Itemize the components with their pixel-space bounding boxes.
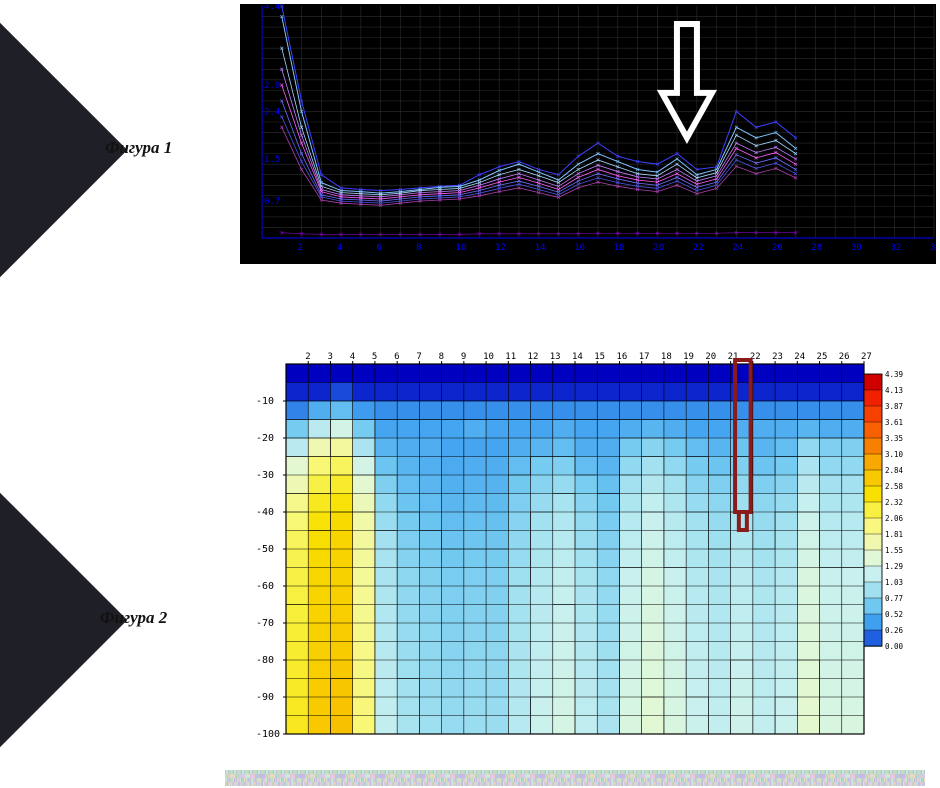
svg-text:22: 22 <box>693 243 704 253</box>
svg-text:1.5: 1.5 <box>264 155 280 165</box>
svg-text:3.35: 3.35 <box>885 434 903 443</box>
svg-text:24: 24 <box>732 243 743 253</box>
svg-text:18: 18 <box>661 352 672 362</box>
svg-text:13: 13 <box>550 352 561 362</box>
svg-text:20: 20 <box>705 352 716 362</box>
svg-text:3.87: 3.87 <box>885 402 903 411</box>
svg-text:10: 10 <box>456 243 467 253</box>
svg-text:17: 17 <box>639 352 650 362</box>
svg-text:26: 26 <box>839 352 850 362</box>
svg-text:24: 24 <box>794 352 805 362</box>
svg-text:0.26: 0.26 <box>885 626 904 635</box>
svg-text:-40: -40 <box>256 507 274 518</box>
svg-text:2.58: 2.58 <box>885 482 904 491</box>
svg-text:0.77: 0.77 <box>885 594 903 603</box>
svg-text:26: 26 <box>772 243 783 253</box>
svg-text:8: 8 <box>416 243 421 253</box>
svg-text:0.00: 0.00 <box>885 642 904 650</box>
svg-text:28: 28 <box>811 243 822 253</box>
svg-text:-90: -90 <box>256 692 274 703</box>
svg-text:0.52: 0.52 <box>885 610 903 619</box>
svg-text:8: 8 <box>439 352 444 362</box>
svg-text:-70: -70 <box>256 618 274 629</box>
svg-text:2: 2 <box>305 352 310 362</box>
svg-text:6: 6 <box>377 243 382 253</box>
colorbar-svg: 4.39 4.13 3.87 3.61 3.35 3.10 2.84 2.58 2.32 2.06… <box>864 370 924 650</box>
svg-text:16: 16 <box>574 243 585 253</box>
page: { "layout": { "arrow1": {"top": 60}, "ar… <box>0 0 940 788</box>
svg-text:-60: -60 <box>256 581 274 592</box>
svg-text:-20: -20 <box>256 433 274 444</box>
svg-text:1.81: 1.81 <box>885 530 903 539</box>
line-chart: 0.71.52.42.94.42468101214161820222426283… <box>240 4 936 264</box>
svg-text:11: 11 <box>505 352 516 362</box>
svg-text:12: 12 <box>528 352 539 362</box>
svg-text:27: 27 <box>861 352 872 362</box>
heatmap-chart: 2345678910111213141516171819202122232425… <box>244 344 874 744</box>
svg-text:3: 3 <box>327 352 332 362</box>
svg-text:4: 4 <box>337 243 342 253</box>
svg-text:34: 34 <box>930 243 936 253</box>
svg-text:18: 18 <box>614 243 625 253</box>
svg-text:1.03: 1.03 <box>885 578 903 587</box>
svg-text:2.06: 2.06 <box>885 514 904 523</box>
svg-text:-100: -100 <box>256 729 280 740</box>
line-chart-svg: 0.71.52.42.94.42468101214161820222426283… <box>240 4 936 264</box>
noise-strip <box>225 770 925 786</box>
svg-text:2.84: 2.84 <box>885 466 904 475</box>
svg-text:7: 7 <box>416 352 421 362</box>
svg-text:1.55: 1.55 <box>885 546 903 555</box>
svg-text:6: 6 <box>394 352 399 362</box>
svg-text:4.4: 4.4 <box>264 4 280 12</box>
svg-text:4.13: 4.13 <box>885 386 903 395</box>
svg-text:32: 32 <box>890 243 901 253</box>
svg-text:3.10: 3.10 <box>885 450 904 459</box>
svg-text:23: 23 <box>772 352 783 362</box>
svg-text:25: 25 <box>817 352 828 362</box>
svg-text:2.32: 2.32 <box>885 498 903 507</box>
svg-text:-30: -30 <box>256 470 274 481</box>
svg-text:30: 30 <box>851 243 862 253</box>
svg-text:14: 14 <box>572 352 583 362</box>
svg-text:10: 10 <box>483 352 494 362</box>
svg-text:12: 12 <box>495 243 506 253</box>
svg-text:5: 5 <box>372 352 377 362</box>
caption-figure-2: Фигура 2 <box>100 608 167 628</box>
svg-text:2: 2 <box>298 243 303 253</box>
svg-text:1.29: 1.29 <box>885 562 903 571</box>
svg-text:14: 14 <box>535 243 546 253</box>
svg-text:-50: -50 <box>256 544 274 555</box>
svg-text:4: 4 <box>350 352 355 362</box>
caption-figure-1: Фигура 1 <box>105 138 172 158</box>
svg-text:0.7: 0.7 <box>264 197 280 207</box>
heatmap-svg: 2345678910111213141516171819202122232425… <box>244 344 874 744</box>
svg-text:19: 19 <box>683 352 694 362</box>
svg-text:15: 15 <box>594 352 605 362</box>
svg-text:3.61: 3.61 <box>885 418 903 427</box>
svg-text:20: 20 <box>653 243 664 253</box>
svg-text:9: 9 <box>461 352 466 362</box>
svg-text:2.9: 2.9 <box>264 81 280 91</box>
svg-text:-10: -10 <box>256 396 274 407</box>
svg-text:4.39: 4.39 <box>885 370 903 379</box>
svg-text:16: 16 <box>616 352 627 362</box>
svg-text:-80: -80 <box>256 655 274 666</box>
colorbar: 4.39 4.13 3.87 3.61 3.35 3.10 2.84 2.58 2.32 2.06… <box>864 370 924 650</box>
svg-text:2.4: 2.4 <box>264 107 280 117</box>
